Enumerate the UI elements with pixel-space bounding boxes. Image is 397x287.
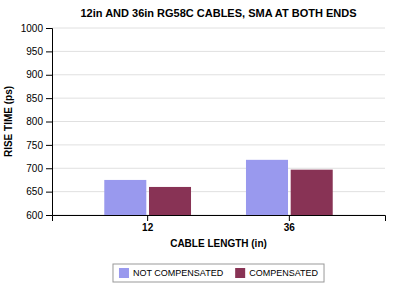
tick-label: 700	[26, 163, 43, 174]
legend-item: NOT COMPENSATED	[119, 268, 224, 278]
legend: NOT COMPENSATED COMPENSATED	[113, 264, 324, 282]
tick-label: 600	[26, 210, 43, 221]
tick-mark	[46, 75, 52, 76]
y-tick: 600	[26, 210, 52, 221]
y-tick: 800	[26, 116, 52, 127]
tick-label: 850	[26, 93, 43, 104]
tick-label: 750	[26, 140, 43, 151]
bar	[291, 170, 333, 215]
legend-label: COMPENSATED	[249, 268, 318, 278]
x-tick: 36	[284, 215, 296, 233]
y-tick: 1000	[21, 23, 52, 34]
y-tick: 950	[26, 46, 52, 57]
grid-line	[52, 121, 385, 122]
legend-swatch	[235, 268, 245, 278]
grid	[52, 28, 385, 215]
bars	[104, 160, 332, 215]
legend-frame	[113, 264, 324, 282]
tick-mark	[46, 51, 52, 52]
grid-line	[52, 28, 385, 29]
legend-label: NOT COMPENSATED	[133, 268, 224, 278]
plot: 600 650 700 750 800 850 900 950 1000 12 36	[21, 23, 386, 287]
grid-line	[52, 51, 385, 52]
title: 12in AND 36in RG58C CABLES, SMA AT BOTH …	[80, 7, 356, 19]
tick-label: 650	[26, 186, 43, 197]
chart: 600 650 700 750 800 850 900 950 1000 12 36 12in AND…	[0, 0, 397, 287]
bar	[246, 160, 288, 215]
y-tick: 700	[26, 163, 52, 174]
bar-series	[149, 170, 333, 215]
bar	[104, 180, 146, 215]
tick-label: 12	[142, 222, 154, 233]
tick-mark	[46, 145, 52, 146]
x-axis: 12 36	[53, 215, 386, 233]
y-tick: 850	[26, 93, 52, 104]
grid-line	[52, 191, 385, 192]
tick-mark	[46, 168, 52, 169]
y-tick: 750	[26, 140, 52, 151]
tick-mark	[46, 122, 52, 123]
tick-label: 36	[284, 222, 296, 233]
axis-domain	[46, 29, 53, 216]
tick-label: 950	[26, 46, 43, 57]
y-axis-title: RISE TIME (ps)	[3, 86, 14, 157]
bar	[149, 187, 191, 215]
grid-line	[52, 74, 385, 75]
grid-line	[52, 98, 385, 99]
tick-mark	[289, 215, 290, 221]
y-tick: 650	[26, 186, 52, 197]
tick-mark	[46, 28, 52, 29]
tick-mark	[46, 98, 52, 99]
x-tick: 12	[142, 215, 154, 233]
legend-item: COMPENSATED	[235, 268, 318, 278]
x-axis-title: CABLE LENGTH (in)	[170, 238, 267, 249]
bar-series	[104, 160, 288, 215]
tick-mark	[46, 192, 52, 193]
y-tick: 900	[26, 69, 52, 80]
grid-line	[52, 168, 385, 169]
tick-label: 1000	[21, 23, 44, 34]
tick-label: 900	[26, 69, 43, 80]
legend-swatch	[119, 268, 129, 278]
axis-domain	[53, 216, 386, 222]
y-axis: 600 650 700 750 800 850 900 950 1000	[21, 23, 53, 221]
tick-mark	[46, 215, 52, 216]
tick-label: 800	[26, 116, 43, 127]
tick-mark	[147, 215, 148, 221]
grid-line	[52, 144, 385, 145]
